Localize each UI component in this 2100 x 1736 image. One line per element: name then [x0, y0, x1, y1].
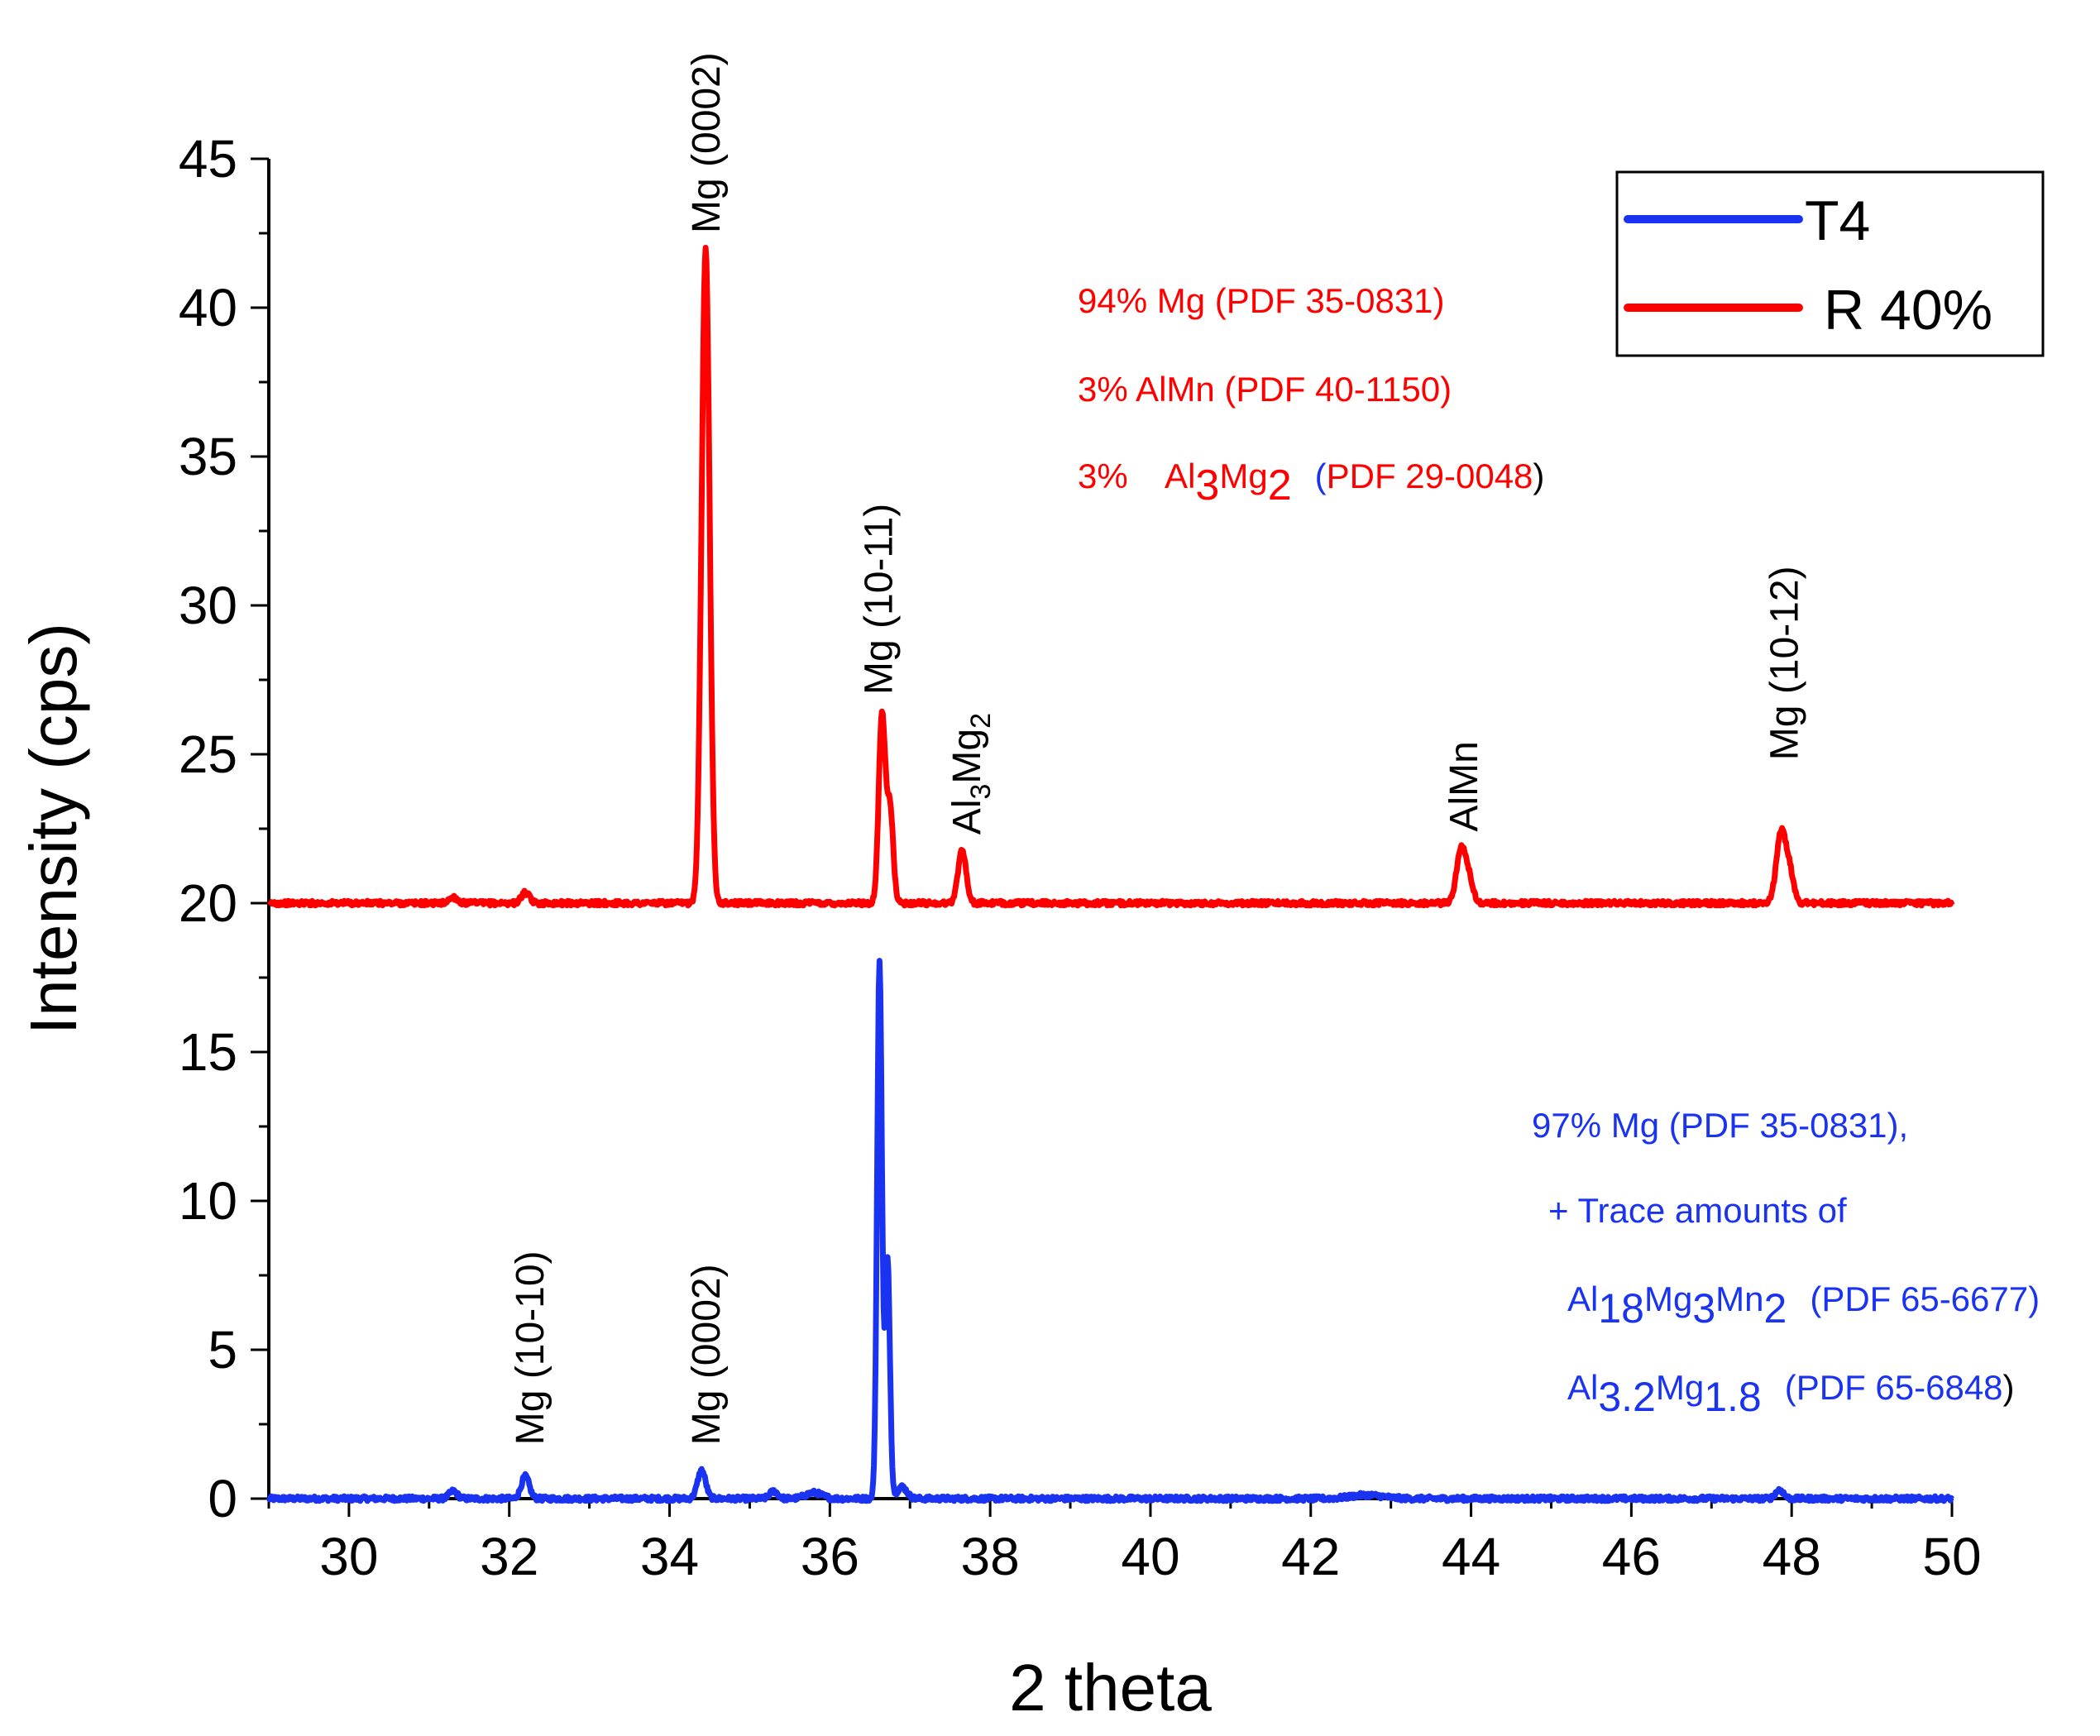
- x-tick-label: 46: [1602, 1527, 1661, 1586]
- series-group: [265, 245, 1955, 1504]
- r40-note-line3-mid: Mg: [1219, 457, 1267, 495]
- y-axis-ticks: 0 5 10 15 20 25 30 35 40 45: [179, 129, 269, 1528]
- t4-note-line4-el2: Mg: [1656, 1368, 1704, 1407]
- t4-note-line1: 97% Mg (PDF 35-0831),: [1532, 1106, 1908, 1145]
- r40-composition-notes: 94% Mg (PDF 35-0831) 3% AlMn (PDF 40-115…: [1078, 281, 1544, 509]
- x-axis-ticks: 30 32 34 36 38 40 42 44 46 48 50: [267, 1499, 1982, 1586]
- peak-label-al3mg2-sub1: 3: [965, 784, 997, 800]
- t4-note-line3-n1: 18: [1598, 1285, 1644, 1332]
- r40-note-line3-paren-close: ): [1533, 457, 1544, 495]
- r40-note-line3: 3% Al3Mg2 (PDF 29-0048): [1078, 457, 1544, 509]
- r40-note-line3-sub2: 2: [1268, 461, 1292, 509]
- r40-note-line3-prefix: 3% Al: [1078, 457, 1195, 495]
- y-tick-label: 25: [179, 725, 237, 784]
- t4-note-line3-el3: Mn: [1715, 1279, 1763, 1318]
- r40-note-line3-ref: PDF 29-0048: [1327, 457, 1533, 495]
- t4-note-line4-el1: Al: [1567, 1368, 1598, 1407]
- y-tick-label: 40: [179, 278, 237, 337]
- t4-note-line4: Al3.2Mg1.8 (PDF 65-6848): [1567, 1368, 2015, 1420]
- t4-note-line3-ref: (PDF 65-6677): [1810, 1279, 2040, 1318]
- r40-note-line1: 94% Mg (PDF 35-0831): [1078, 281, 1445, 320]
- y-tick-label: 0: [208, 1469, 237, 1528]
- x-tick-label: 42: [1281, 1527, 1340, 1586]
- peak-label: Mg (10-11): [857, 504, 901, 695]
- x-tick-label: 34: [640, 1527, 699, 1586]
- r40-note-line3-sub1: 3: [1195, 461, 1219, 509]
- peak-label: Mg (10-12): [1763, 566, 1807, 760]
- t4-note-line2: + Trace amounts of: [1548, 1191, 1847, 1230]
- x-tick-label: 44: [1442, 1527, 1500, 1586]
- x-tick-label: 36: [801, 1527, 859, 1586]
- peak-label: Mg (0002): [685, 52, 729, 233]
- r40-note-line3-paren-open: (: [1315, 457, 1327, 495]
- x-tick-label: 40: [1121, 1527, 1179, 1586]
- peak-label: AlMn: [1442, 741, 1486, 831]
- y-axis-title: Intensity (cps): [17, 623, 90, 1035]
- peak-label-al3mg2: Al3Mg2: [945, 713, 997, 835]
- t4-note-line4-n1: 3.2: [1598, 1374, 1656, 1420]
- r40-note-line2: 3% AlMn (PDF 40-1150): [1078, 370, 1452, 409]
- t4-note-line3: Al18Mg3Mn2 (PDF 65-6677): [1567, 1279, 2040, 1332]
- peak-label-al3mg2-mid: Mg: [945, 729, 989, 784]
- series-line-t4: [265, 958, 1954, 1504]
- y-tick-label: 15: [179, 1022, 237, 1082]
- t4-note-line4-close: ): [2003, 1368, 2015, 1407]
- t4-note-line3-el1: Al: [1567, 1279, 1598, 1318]
- peak-label: Mg (10-10): [509, 1251, 553, 1445]
- legend-box: [1615, 170, 2045, 357]
- x-tick-label: 48: [1763, 1527, 1821, 1586]
- y-tick-label: 35: [179, 427, 237, 486]
- y-tick-label: 30: [179, 576, 237, 635]
- t4-note-line3-n2: 3: [1692, 1285, 1715, 1332]
- t4-composition-notes: 97% Mg (PDF 35-0831), + Trace amounts of…: [1532, 1106, 2040, 1420]
- x-axis-title: 2 theta: [1009, 1651, 1212, 1724]
- x-tick-label: 38: [961, 1527, 1020, 1586]
- peak-label: Mg (0002): [685, 1264, 729, 1445]
- x-tick-label: 32: [480, 1527, 538, 1586]
- t4-note-line4-n2: 1.8: [1704, 1374, 1762, 1420]
- t4-note-line3-el2: Mg: [1644, 1279, 1692, 1318]
- y-tick-label: 10: [179, 1171, 237, 1231]
- y-tick-label: 20: [179, 873, 237, 933]
- t4-note-line4-ref: (PDF 65-6848: [1785, 1368, 2003, 1407]
- y-tick-label: 5: [208, 1320, 237, 1380]
- x-tick-label: 50: [1922, 1527, 1981, 1586]
- legend-label-r40: R 40%: [1824, 279, 1992, 342]
- peak-label-al3mg2-sub2: 2: [965, 713, 997, 729]
- legend: T4 R 40%: [1615, 170, 2045, 357]
- x-tick-label: 30: [319, 1527, 378, 1586]
- y-tick-label: 45: [179, 129, 237, 189]
- peak-label-al3mg2-base: Al: [945, 800, 989, 835]
- series-line-r40: [266, 245, 1955, 909]
- t4-note-line3-n3: 2: [1764, 1285, 1787, 1332]
- axes: 30 32 34 36 38 40 42 44 46 48 50 05101520253035404…: [179, 129, 1982, 1586]
- legend-label-t4: T4: [1805, 189, 1870, 252]
